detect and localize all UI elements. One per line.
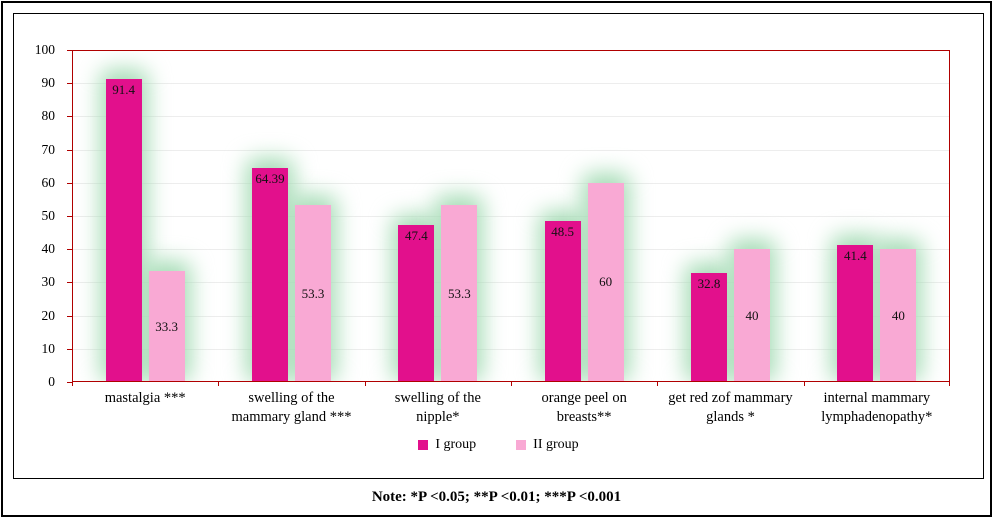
category-label: mastalgia ***: [104, 390, 186, 406]
y-tick-label: 50: [41, 208, 56, 223]
legend-marker: [516, 440, 527, 450]
y-axis-ticks: [67, 50, 72, 383]
y-tick-mark: [67, 182, 72, 184]
x-axis-ticks: [72, 382, 950, 387]
legend-label: II group: [533, 437, 579, 452]
x-tick-mark: [657, 382, 659, 386]
legend: I group II group: [14, 437, 983, 453]
bar-i-group-3: 48.5: [544, 220, 581, 382]
bar-value-label: 47.4: [404, 227, 428, 243]
y-tick-mark: [67, 282, 72, 284]
bar-value-label: 33.3: [155, 318, 179, 334]
y-tick-label: 20: [41, 307, 56, 323]
plot-area: 91.4 33.3 64.39 53.3 47.4 53.3 48.5 60 32.8 40 41.…: [72, 50, 950, 382]
bar-value-label: 48.5: [551, 223, 575, 239]
bar-value-label: 32.8: [697, 276, 721, 292]
x-tick-mark: [72, 382, 73, 386]
y-tick-label: 70: [41, 141, 56, 157]
gridline: [72, 315, 950, 317]
y-tick-label: 30: [41, 274, 56, 290]
y-tick-mark: [67, 149, 72, 151]
gridline: [72, 216, 950, 217]
x-tick-mark: [949, 382, 950, 386]
gridline: [72, 116, 950, 118]
chart-frame: 0 10 20 30 40 50 60 70 80 90 100 91.4 33.3 64.39 53.3…: [13, 13, 984, 479]
category-label: orange peel on breasts**: [541, 390, 627, 426]
y-tick-mark: [67, 382, 72, 383]
bar-value-label: 91.4: [112, 81, 136, 97]
y-tick-label: 40: [41, 241, 56, 257]
gridline: [72, 348, 950, 350]
bar-value-label: 53.3: [447, 285, 471, 301]
y-tick-label: 60: [41, 174, 56, 190]
gridline: [72, 182, 950, 184]
x-axis-labels: mastalgia *** swelling of the mammary gla…: [72, 389, 950, 433]
x-tick-mark: [803, 382, 805, 386]
y-tick-label: 0: [48, 374, 55, 389]
bar-value-label: 40: [891, 307, 905, 323]
bar-i-group-2: 47.4: [398, 224, 435, 382]
legend-item: II group: [516, 437, 579, 453]
bar-i-group-4: 32.8: [691, 273, 727, 382]
legend-item: I group: [418, 437, 476, 453]
x-tick-mark: [218, 382, 220, 386]
category-label: swelling of the nipple*: [394, 390, 481, 426]
gridline: [72, 249, 950, 251]
gridline: [72, 83, 950, 85]
bar-ii-group-2: 53.3: [441, 205, 478, 382]
bar-i-group-5: 41.4: [837, 244, 874, 382]
y-tick-label: 80: [41, 108, 56, 124]
legend-marker: [418, 440, 429, 450]
y-tick-mark: [67, 50, 72, 51]
y-tick-mark: [67, 116, 72, 118]
category-label: get red zof mammary glands *: [668, 390, 793, 426]
y-axis-labels: 0 10 20 30 40 50 60 70 80 90 100: [14, 42, 66, 389]
bar-i-group-1: 64.39: [252, 168, 288, 382]
y-tick-label: 10: [41, 340, 56, 356]
gridline: [72, 149, 950, 151]
note-text: Note: *P <0.05; **P <0.01; ***P <0.001: [371, 489, 622, 505]
category-label: internal mammary lymphadenopathy*: [821, 390, 933, 426]
x-tick-mark: [364, 382, 366, 386]
bar-value-label: 40: [745, 307, 759, 323]
bar-ii-group-3: 60: [587, 182, 624, 382]
y-tick-label: 100: [34, 42, 55, 57]
y-tick-mark: [67, 348, 72, 350]
bar-value-label: 60: [599, 274, 613, 290]
bar-ii-group-4: 40: [734, 249, 770, 382]
bar-i-group-0: 91.4: [105, 78, 142, 382]
x-tick-mark: [511, 382, 512, 386]
gridline: [72, 282, 950, 284]
bar-value-label: 53.3: [301, 285, 325, 301]
legend-label: I group: [435, 437, 477, 452]
bar-ii-group-0: 33.3: [148, 271, 185, 382]
y-tick-mark: [67, 216, 72, 217]
category-label: swelling of the mammary gland ***: [231, 390, 352, 426]
bar-ii-group-1: 53.3: [295, 205, 331, 382]
y-tick-mark: [67, 83, 72, 85]
bar-layer: 91.4 33.3 64.39 53.3 47.4 53.3 48.5 60 32.8 40 41.…: [72, 50, 950, 382]
bar-ii-group-5: 40: [880, 249, 917, 382]
y-tick-mark: [67, 249, 72, 251]
y-tick-mark: [67, 315, 72, 317]
bar-value-label: 41.4: [843, 247, 867, 263]
bar-value-label: 64.39: [255, 171, 285, 187]
y-tick-label: 90: [41, 75, 56, 91]
